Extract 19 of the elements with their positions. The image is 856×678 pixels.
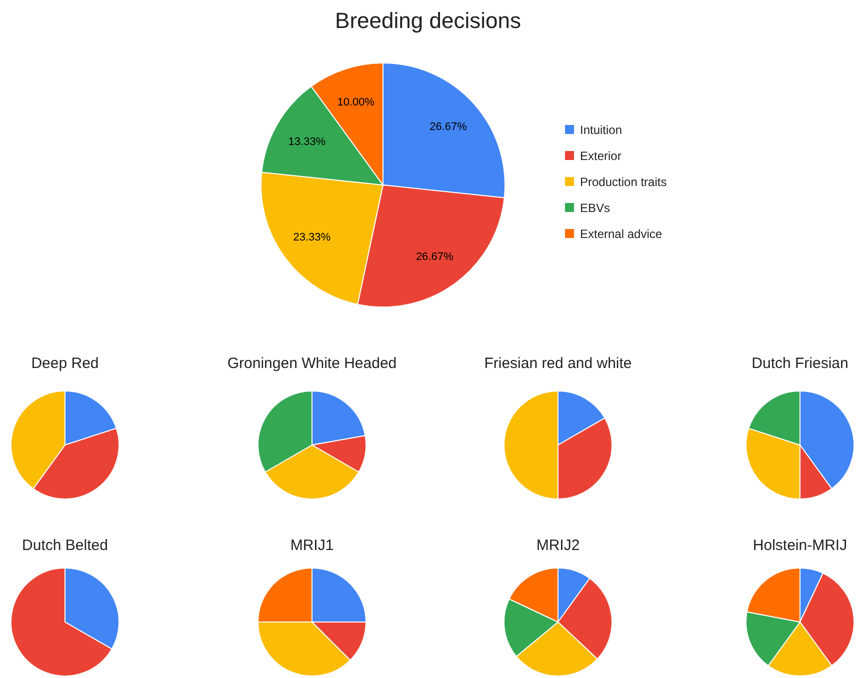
legend-label: External advice <box>580 227 662 242</box>
legend-label: Production traits <box>580 175 667 190</box>
data-label: 10.00% <box>337 96 375 108</box>
chart-title: Breeding decisions <box>335 8 521 33</box>
chart-title: Dutch Belted <box>22 537 108 554</box>
legend-label: EBVs <box>580 201 610 216</box>
data-label: 23.33% <box>293 231 331 244</box>
data-label: 13.33% <box>288 136 326 148</box>
legend-label: Exterior <box>580 149 622 164</box>
chart-title: Holstein-MRIJ <box>752 537 848 554</box>
chart-title: Deep Red <box>31 355 99 372</box>
chart-title: MRIJ2 <box>536 537 580 554</box>
legend-label: Intuition <box>580 123 622 138</box>
data-label: 26.67% <box>430 121 468 134</box>
chart-title: Friesian red and white <box>484 355 632 372</box>
chart-title: MRIJ1 <box>290 537 334 554</box>
data-label: 26.67% <box>416 250 454 263</box>
chart-title: Groningen White Headed <box>227 355 397 372</box>
chart-title: Dutch Friesian <box>752 355 848 372</box>
